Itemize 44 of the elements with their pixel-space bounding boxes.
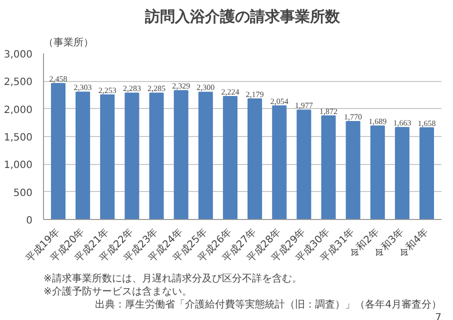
bar	[321, 115, 336, 220]
y-tick-label: 1,500	[4, 132, 33, 144]
bar	[370, 126, 385, 220]
bar	[76, 92, 90, 220]
bar	[149, 92, 164, 220]
bar	[174, 90, 188, 220]
text: ※介護予防サービスは含まない。	[44, 286, 192, 298]
data-label: 2,283	[122, 84, 141, 94]
data-label: 1,663	[393, 118, 412, 128]
data-label: 2,458	[49, 74, 68, 84]
data-label: 1,770	[344, 112, 362, 122]
data-label: 2,329	[172, 82, 190, 91]
data-label: 1,977	[294, 101, 313, 110]
bar	[420, 127, 434, 220]
bar	[100, 94, 115, 220]
y-axis-title: （事業所）	[44, 36, 94, 48]
data-label: 2,303	[74, 83, 92, 92]
data-label: 1,872	[319, 106, 338, 116]
data-label: 2,253	[98, 86, 116, 95]
data-label: 2,054	[270, 96, 288, 106]
source-note: 出典：厚生労働省「介護給付費等実態統計（旧：調査）」（各年4月審査分）	[95, 298, 442, 310]
y-tick-label: 0	[26, 216, 33, 226]
y-tick-label: 2,500	[4, 77, 33, 88]
bar	[222, 96, 238, 220]
data-label: 2,285	[148, 84, 166, 94]
data-label: 2,300	[196, 83, 215, 92]
bar	[248, 98, 262, 220]
data-label: 2,224	[221, 87, 240, 96]
bar	[394, 126, 410, 220]
text: ※請求事業所数には、月遅れ請求分及び区分不詳を含む。	[44, 272, 302, 284]
y-tick-label: 3,000	[4, 50, 33, 60]
bar	[346, 121, 360, 220]
data-label: 2,179	[246, 90, 264, 99]
y-tick-label: 1,000	[4, 160, 33, 172]
bar	[198, 92, 213, 220]
data-label: 1,658	[418, 118, 436, 128]
bar	[296, 110, 312, 220]
bar	[50, 82, 66, 220]
data-label: 1,689	[368, 117, 387, 126]
bar	[272, 105, 287, 220]
y-tick-label: 2,000	[4, 104, 33, 116]
bar	[124, 92, 140, 220]
chart-title: 訪問入浴介護の請求事業所数	[144, 8, 341, 26]
y-tick-label: 500	[13, 188, 33, 199]
